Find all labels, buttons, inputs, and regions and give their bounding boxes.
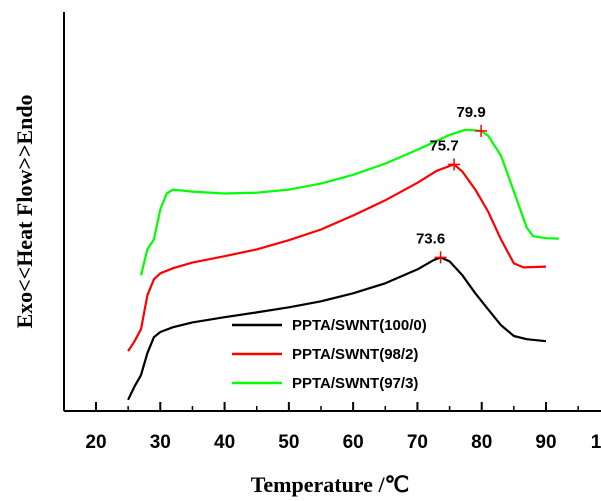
peak-marker-2: [475, 124, 488, 137]
x-axis-title: Temperature /℃: [251, 472, 410, 497]
axes: [63, 12, 601, 412]
x-tick-label: 1: [591, 432, 601, 453]
x-tick-label: 90: [535, 432, 556, 453]
x-tick-label: 20: [85, 432, 106, 453]
x-tick-label: 50: [278, 432, 299, 453]
series-line-2: [139, 128, 559, 276]
series-layer: [127, 128, 559, 401]
x-tick-label: 40: [214, 432, 235, 453]
x-tick-label: 30: [150, 432, 171, 453]
peak-annotations: 73.6 75.7 79.9: [416, 104, 488, 264]
x-ticks: 20 30 40 50 60 70 80 90 1: [85, 402, 601, 453]
y-axis-title: Exo<<Heat Flow>>Endo: [12, 94, 37, 328]
legend-item-0: PPTA/SWNT(100/0): [232, 317, 427, 334]
x-tick-label: 60: [343, 432, 364, 453]
legend-item-1: PPTA/SWNT(98/2): [232, 346, 418, 363]
series-line-1: [127, 163, 547, 352]
peak-marker-1: [448, 158, 461, 171]
peak-marker-0: [434, 251, 447, 264]
legend: PPTA/SWNT(100/0) PPTA/SWNT(98/2) PPTA/SWNT…: [232, 317, 427, 392]
legend-label: PPTA/SWNT(100/0): [292, 317, 427, 334]
peak-label-2: 79.9: [456, 104, 485, 121]
legend-label: PPTA/SWNT(98/2): [292, 346, 418, 363]
peak-label-1: 75.7: [429, 137, 458, 154]
legend-item-2: PPTA/SWNT(97/3): [232, 375, 418, 392]
peak-label-0: 73.6: [416, 230, 445, 247]
legend-label: PPTA/SWNT(97/3): [292, 375, 418, 392]
x-tick-label: 80: [471, 432, 492, 453]
x-tick-label: 70: [407, 432, 428, 453]
series-line-0: [127, 256, 547, 401]
